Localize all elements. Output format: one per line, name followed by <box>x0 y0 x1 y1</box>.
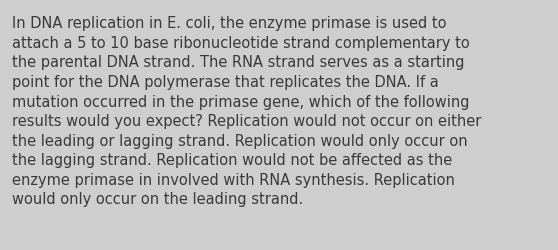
Text: In DNA replication in E. coli, the enzyme primase is used to
attach a 5 to 10 ba: In DNA replication in E. coli, the enzym… <box>12 16 482 206</box>
